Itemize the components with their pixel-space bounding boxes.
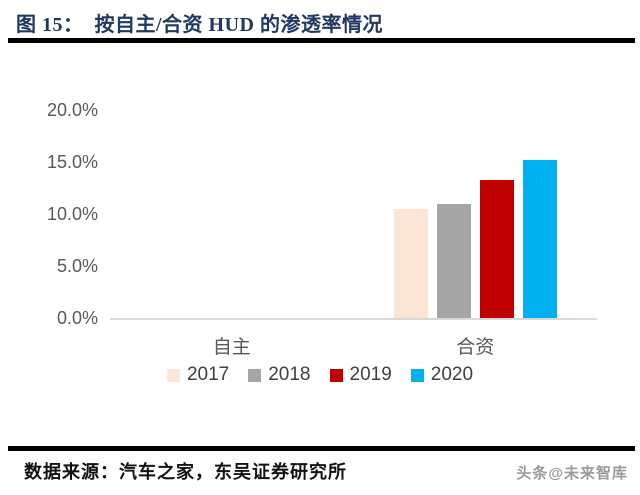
- y-axis-tick-label: 10.0%: [46, 204, 98, 224]
- data-source-text: 数据来源：汽车之家，东吴证券研究所: [24, 462, 347, 482]
- y-axis-tick-label: 0.0%: [56, 308, 98, 328]
- legend-item: 2017: [166, 364, 230, 386]
- legend-item: 2019: [329, 364, 392, 386]
- legend-label: 2019: [349, 364, 392, 385]
- legend-label: 2018: [268, 364, 311, 385]
- legend-swatch-icon: [166, 368, 180, 382]
- bar-2019: [479, 179, 514, 318]
- bar-2020: [522, 159, 557, 318]
- legend-label: 2020: [430, 364, 474, 385]
- bar-group: [150, 110, 313, 318]
- y-axis-tick-label: 15.0%: [46, 152, 98, 172]
- legend-swatch-icon: [329, 368, 343, 382]
- figure-title: 图 15： 按自主/合资 HUD 的渗透率情况: [16, 14, 383, 36]
- category-axis: 自主 合资: [0, 332, 640, 358]
- legend-label: 2017: [186, 364, 230, 385]
- category-label: 自主: [212, 337, 251, 358]
- bar-group: [393, 110, 557, 318]
- bottom-divider-rule: [8, 446, 635, 451]
- legend-item: 2018: [248, 364, 311, 386]
- plot-area: [110, 110, 597, 320]
- y-axis: 0.0% 5.0% 10.0% 15.0% 20.0%: [0, 100, 98, 328]
- watermark-text: 头条@未来智库: [516, 465, 628, 482]
- legend-swatch-icon: [248, 368, 262, 382]
- bar-chart: 0.0% 5.0% 10.0% 15.0% 20.0% 自主 合资 2017 2018 201…: [0, 90, 640, 400]
- legend: 2017 2018 2019 2020: [0, 364, 640, 386]
- y-axis-tick-label: 5.0%: [56, 256, 98, 276]
- bar-2017: [393, 208, 428, 318]
- y-axis-tick-label: 20.0%: [46, 100, 98, 120]
- legend-item: 2020: [410, 364, 474, 386]
- legend-swatch-icon: [410, 368, 424, 382]
- bar-2018: [436, 203, 471, 318]
- category-label: 合资: [456, 337, 495, 358]
- top-divider-rule: [8, 38, 635, 43]
